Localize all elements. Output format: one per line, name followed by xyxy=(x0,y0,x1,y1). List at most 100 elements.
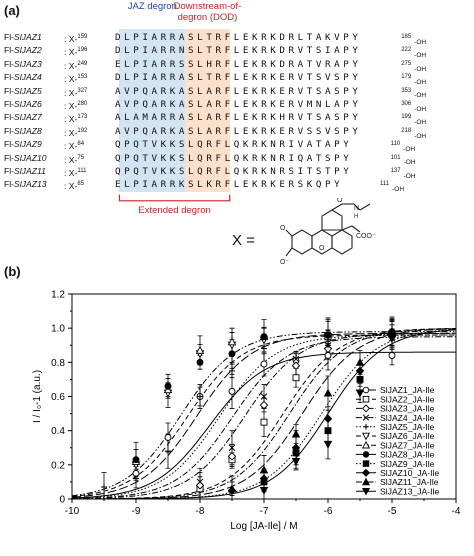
carbonyl-oxygen-label: O xyxy=(337,198,343,204)
linker-label: : X-159 xyxy=(64,33,88,44)
data-point xyxy=(260,360,268,368)
peptide-sequence: DLPIARRASLTRFLEKRKERVTSVSPY xyxy=(115,72,362,84)
peptide-sequence: QPQTVKKSLQRFLQKRKNRIVATAPY xyxy=(115,139,353,151)
legend-marker xyxy=(362,395,370,403)
legend-marker xyxy=(362,451,370,458)
data-point xyxy=(291,443,301,452)
end-position: 101-OH xyxy=(390,154,416,167)
linker-label: : X-85 xyxy=(64,181,85,192)
legend-entry: SlJAZ4_JA-Ile xyxy=(380,413,435,423)
end-position: 185-OH xyxy=(401,34,427,46)
legend-entry: SlJAZ7_JA-Ile xyxy=(380,440,435,450)
legend-marker xyxy=(361,487,371,496)
end-position: 199-OH xyxy=(401,114,427,127)
panel-a-label: (a) xyxy=(4,3,20,18)
linker-label: : X-249 xyxy=(64,60,88,71)
sequence-row: Fl-SlJAZ8: X-192 AVPQARKASLARFLEKRKERVSSV… xyxy=(4,125,426,140)
sequence-row: Fl-SlJAZ3: X-249 ELPIARRSSLHRFLEKRKDRATVR… xyxy=(4,58,426,73)
peptide-sequence: AVPQARKASLARFLEKRKERVTSASPY xyxy=(115,85,362,97)
peptide-name: Fl-SlJAZ7 xyxy=(4,112,42,123)
legend-marker xyxy=(361,468,371,477)
sequence-row: Fl-SlJAZ9: X-84 QPQTVKKSLQRFLQKRKNRIVATAP… xyxy=(4,138,415,153)
legend-entry: SlJAZ3_JA-Ile xyxy=(380,404,435,414)
peptide-sequence: QPQTVKKSLQRFLQKRKNRSITSTPY xyxy=(115,166,353,177)
data-point xyxy=(164,382,172,390)
legend-marker xyxy=(361,440,371,449)
x-equals-label: X = xyxy=(232,232,255,249)
linker-label: : X-173 xyxy=(64,114,88,125)
data-point xyxy=(291,361,301,370)
dod-highlight xyxy=(185,29,230,192)
y-tick-label: 0.4 xyxy=(51,426,65,437)
legend-entry: SlJAZ6_JA-Ile xyxy=(380,431,435,441)
x-tick-label: -5 xyxy=(388,506,397,517)
legend-entry: SlJAZ13_JA-Ile xyxy=(380,486,439,496)
sequence-row: Fl-SlJAZ5: X-327 AVPQARKASLARFLEKRKERVTSA… xyxy=(4,85,426,100)
x-tick-label: -4 xyxy=(452,506,461,517)
end-position: 179-OH xyxy=(401,74,427,87)
data-point xyxy=(165,448,171,455)
data-point xyxy=(228,350,236,358)
data-point xyxy=(228,444,236,452)
legend-entry: SlJAZ1_JA-Ile xyxy=(380,385,435,395)
data-point xyxy=(291,457,301,466)
legend-entry: SlJAZ8_JA-Ile xyxy=(380,450,435,460)
legend-marker xyxy=(362,386,370,394)
amide-nitrogen-label: N xyxy=(354,205,359,212)
legend-entry: SlJAZ9_JA-Ile xyxy=(380,459,435,469)
sequence-row: Fl-SlJAZ13: X-85 ELPIARRKSLKRFLEKRKERSKQP… xyxy=(4,178,404,193)
end-position: 353-OH xyxy=(401,87,427,100)
data-point xyxy=(260,418,268,426)
peptide-sequence: DLPIARRASLTRFLEKRKDRLTAKVPY xyxy=(115,32,362,43)
sequence-row: Fl-SlJAZ7: X-173 ALAMARRASLARFLEKRKHRVTSA… xyxy=(4,111,426,126)
data-point xyxy=(355,366,365,376)
linker-label: : X-196 xyxy=(64,47,88,58)
amide-hydrogen-label: H xyxy=(354,214,358,220)
data-point xyxy=(260,393,268,400)
x-tick-label: -9 xyxy=(132,506,141,517)
data-point xyxy=(356,375,364,383)
data-point xyxy=(324,352,332,359)
x-tick-label: -8 xyxy=(196,506,205,517)
legend-marker xyxy=(363,424,369,430)
peptide-name: Fl-SlJAZ9 xyxy=(4,139,42,150)
panel-b-label: (b) xyxy=(4,264,21,279)
data-point xyxy=(196,358,204,366)
x-tick-label: -6 xyxy=(324,506,333,517)
peptide-name: Fl-SlJAZ3 xyxy=(4,58,42,69)
data-point xyxy=(261,345,267,352)
linker-label: : X-192 xyxy=(64,127,88,138)
y-tick-label: 0.8 xyxy=(51,358,65,369)
data-point xyxy=(228,387,236,395)
fluorescein-structure: O O⁻ O COO⁻ N H O xyxy=(280,198,376,266)
y-tick-label: 0.2 xyxy=(51,460,65,471)
jaz-degron-highlight xyxy=(119,29,186,192)
peptide-name: Fl-SlJAZ1 xyxy=(4,32,42,42)
peptide-sequence: AVPQARKASLARFLEKRKERVMNLAPY xyxy=(115,99,362,110)
data-point xyxy=(227,484,237,493)
legend-marker xyxy=(361,404,371,413)
oxygen-anion-label: O⁻ xyxy=(280,259,289,266)
peptide-sequence: ELPIARRKSLKRFLEKRKERSKQPY xyxy=(115,179,344,191)
y-tick-label: 0.6 xyxy=(51,392,65,403)
data-point xyxy=(196,478,204,486)
linker-label: : X-327 xyxy=(64,87,88,98)
peptide-name: Fl-SlJAZ8 xyxy=(4,125,42,136)
data-point xyxy=(259,465,269,474)
data-point xyxy=(133,475,139,482)
legend-entry: SlJAZ2_JA-Ile xyxy=(380,394,435,404)
end-position: 275-OH xyxy=(401,60,427,73)
data-point xyxy=(259,487,269,495)
data-point xyxy=(323,414,333,423)
legend-marker xyxy=(362,460,370,467)
sequence-row: Fl-SlJAZ10: X-75 QPQTVKKSLQRFLQKRKNRIQATS… xyxy=(4,152,416,167)
end-position: 137-OH xyxy=(390,168,416,180)
sequence-row: Fl-SlJAZ4: X-153 DLPIARRASLTRFLEKRKERVTSV… xyxy=(4,71,426,86)
sequence-row: Fl-SlJAZ1 : X-159 DLPIARRASLTRFLEKRKDRLTAK… xyxy=(4,31,426,46)
end-position: 218-OH xyxy=(401,127,427,140)
end-position: 306-OH xyxy=(401,101,427,113)
x-tick-label: -7 xyxy=(260,506,269,517)
sequence-row: Fl-SlJAZ2: X-196 DLPIARRNSLTRFLEKRKDRVTSI… xyxy=(4,44,426,59)
legend-entry: SlJAZ11_JA-Ile xyxy=(380,477,439,487)
